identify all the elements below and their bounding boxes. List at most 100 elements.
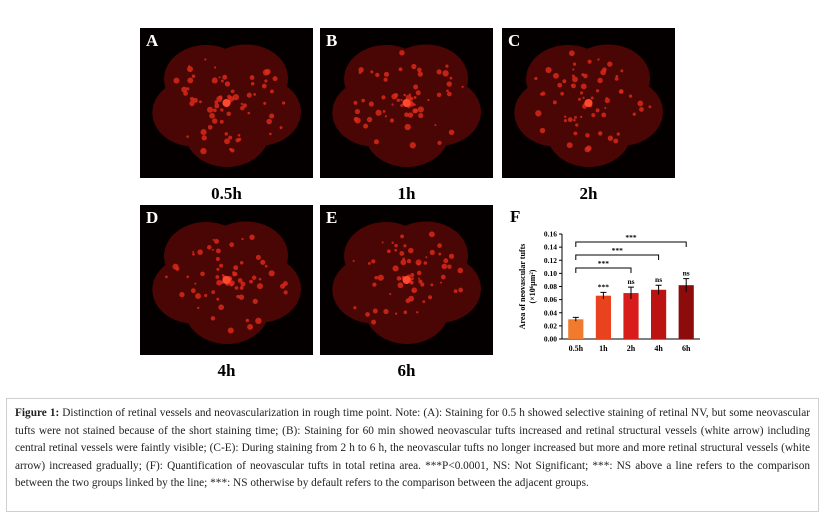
tuft <box>262 69 270 76</box>
tuft <box>391 103 394 106</box>
tuft <box>453 289 458 294</box>
y-tick-label: 0.12 <box>544 256 557 265</box>
tuft <box>620 69 624 73</box>
tuft <box>418 113 424 119</box>
tuft <box>366 116 373 123</box>
tuft <box>595 89 600 93</box>
tuft <box>557 82 563 88</box>
tuft <box>392 265 399 272</box>
tuft <box>440 274 446 280</box>
tuft <box>571 74 575 78</box>
tuft <box>448 253 455 259</box>
tuft <box>552 100 557 105</box>
tuft <box>281 101 286 105</box>
tuft <box>545 66 552 74</box>
panel-letter: F <box>510 207 520 226</box>
tuft <box>173 77 180 84</box>
tuft <box>238 294 245 300</box>
tuft <box>237 278 243 283</box>
tuft <box>391 241 394 244</box>
tuft <box>372 308 378 314</box>
tuft <box>272 76 278 82</box>
y-tick-label: 0.04 <box>544 308 557 317</box>
tuft <box>212 118 218 124</box>
tuft <box>425 256 428 259</box>
x-tick-label: 1h <box>599 344 608 353</box>
panel-label: 1h <box>398 184 417 203</box>
tuft <box>212 238 215 241</box>
tuft <box>186 135 189 138</box>
tuft <box>567 117 573 123</box>
tuft <box>233 265 239 271</box>
tuft <box>428 231 435 238</box>
tuft <box>597 77 603 84</box>
tuft <box>398 67 403 72</box>
tuft <box>579 91 584 95</box>
tuft <box>224 132 229 136</box>
tuft <box>186 275 189 279</box>
tuft <box>399 50 405 56</box>
tuft <box>186 87 190 91</box>
retina <box>152 221 301 344</box>
tuft <box>406 258 412 264</box>
tuft <box>206 245 212 250</box>
tuft <box>408 295 415 302</box>
tuft <box>386 249 391 254</box>
tuft <box>579 115 583 119</box>
tuft <box>410 273 415 278</box>
tuft <box>417 106 424 113</box>
tuft <box>637 100 644 107</box>
tuft <box>607 135 614 141</box>
tuft <box>563 115 567 118</box>
tuft <box>224 138 230 145</box>
tuft <box>201 135 207 141</box>
tuft <box>429 249 435 256</box>
significance: ns <box>655 275 662 284</box>
tuft <box>219 263 224 268</box>
tuft <box>583 73 588 79</box>
tuft <box>372 282 377 287</box>
tuft <box>428 295 433 300</box>
tuft <box>404 112 409 118</box>
tuft <box>403 310 408 315</box>
tuft <box>618 89 624 94</box>
y-tick-label: 0.10 <box>544 269 557 278</box>
tuft <box>264 79 268 83</box>
optic-disc <box>222 276 231 284</box>
tuft <box>404 123 411 131</box>
tuft <box>410 277 414 281</box>
tuft <box>614 77 619 81</box>
tuft <box>569 50 575 57</box>
tuft <box>381 95 386 100</box>
tuft <box>207 124 213 130</box>
tuft <box>572 68 575 71</box>
tuft <box>411 63 417 70</box>
tuft <box>383 308 389 315</box>
tuft <box>590 96 594 100</box>
tuft <box>249 279 253 284</box>
tuft <box>437 140 442 145</box>
tuft <box>200 129 207 136</box>
tuft <box>423 261 428 265</box>
tuft <box>602 67 607 72</box>
bracket <box>575 267 632 273</box>
tuft <box>396 98 401 103</box>
tuft <box>237 134 241 137</box>
tuft <box>572 76 578 83</box>
tuft <box>251 275 257 280</box>
tuft <box>189 96 195 102</box>
tuft <box>458 287 464 293</box>
tuft <box>417 277 421 280</box>
tuft <box>413 84 419 90</box>
tuft <box>394 312 398 315</box>
figure: A 0.5h B 1h C 2h D 4h E 6h F Area of neovascular tu… <box>140 28 700 380</box>
tuft <box>220 108 224 112</box>
tuft <box>264 264 268 268</box>
tuft <box>247 111 251 115</box>
tuft <box>255 254 261 260</box>
panel-letter: B <box>326 31 337 50</box>
bracket <box>575 254 660 260</box>
tuft <box>226 111 231 117</box>
tuft <box>363 123 369 129</box>
